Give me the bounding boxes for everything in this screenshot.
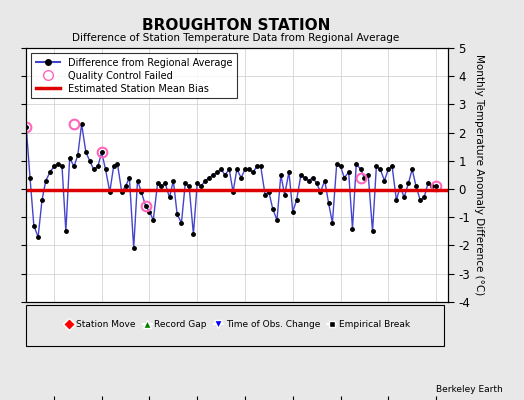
Legend: Station Move, Record Gap, Time of Obs. Change, Empirical Break: Station Move, Record Gap, Time of Obs. C…: [61, 318, 413, 332]
Bar: [26, 305, 444, 346]
Text: Difference of Station Temperature Data from Regional Average: Difference of Station Temperature Data f…: [72, 33, 399, 43]
Text: BROUGHTON STATION: BROUGHTON STATION: [141, 18, 330, 34]
Y-axis label: Monthly Temperature Anomaly Difference (°C): Monthly Temperature Anomaly Difference (…: [474, 54, 484, 296]
Legend: Difference from Regional Average, Quality Control Failed, Estimated Station Mean: Difference from Regional Average, Qualit…: [31, 53, 237, 98]
Text: Berkeley Earth: Berkeley Earth: [436, 385, 503, 394]
